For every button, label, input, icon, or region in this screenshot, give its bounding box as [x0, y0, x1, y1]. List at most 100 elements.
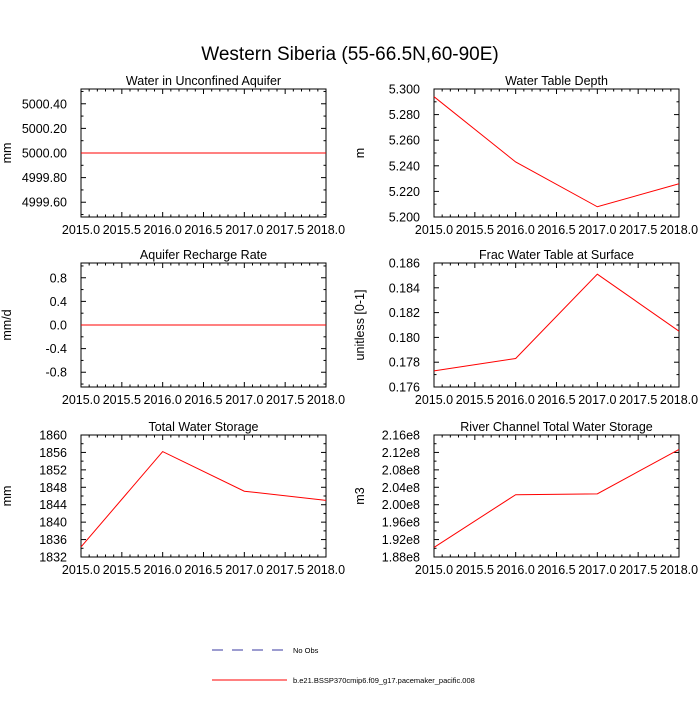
x-tick-label: 2018.0 — [660, 223, 698, 237]
y-axis-label: m3 — [353, 487, 367, 504]
x-tick-label: 2017.5 — [266, 223, 304, 237]
y-tick-label: 1836 — [39, 533, 67, 547]
y-tick-label: 4999.80 — [22, 171, 67, 185]
x-tick-label: 2016.0 — [497, 563, 535, 577]
x-tick-label: 2017.0 — [578, 393, 616, 407]
y-tick-label: 5.260 — [389, 134, 420, 148]
x-tick-label: 2015.0 — [62, 393, 100, 407]
y-tick-label: 5.200 — [389, 211, 420, 225]
x-tick-label: 2015.0 — [62, 223, 100, 237]
y-tick-label: 0.180 — [389, 331, 420, 345]
y-tick-label: 1.88e8 — [382, 551, 420, 565]
y-tick-label: 0.186 — [389, 257, 420, 271]
x-tick-label: 2015.0 — [415, 393, 453, 407]
y-tick-label: 5000.00 — [22, 147, 67, 161]
x-tick-label: 2015.0 — [415, 563, 453, 577]
y-axis-label: mm — [0, 143, 14, 164]
x-tick-label: 2018.0 — [307, 223, 345, 237]
x-tick-label: 2015.5 — [456, 563, 494, 577]
y-tick-label: 5.240 — [389, 159, 420, 173]
y-tick-label: 1840 — [39, 516, 67, 530]
y-tick-label: 2.08e8 — [382, 463, 420, 477]
x-tick-label: 2018.0 — [307, 563, 345, 577]
x-tick-label: 2016.0 — [497, 223, 535, 237]
y-tick-label: -0.4 — [45, 342, 67, 356]
y-tick-label: 0.184 — [389, 281, 420, 295]
x-tick-label: 2017.0 — [225, 393, 263, 407]
series-line — [80, 450, 327, 548]
y-tick-label: 0.4 — [50, 295, 67, 309]
panel-title: Water in Unconfined Aquifer — [126, 74, 281, 88]
x-tick-label: 2017.5 — [619, 563, 657, 577]
x-tick-label: 2017.5 — [619, 223, 657, 237]
y-tick-label: 2.04e8 — [382, 481, 420, 495]
y-tick-label: 5.220 — [389, 185, 420, 199]
panel-2: Water Table Depth 2015.0 2015.5 2016.0 2016.… — [353, 74, 698, 237]
y-tick-label: 1852 — [39, 463, 67, 477]
y-axis-label: m — [353, 148, 367, 158]
panel-title: River Channel Total Water Storage — [460, 420, 653, 434]
y-tick-label: 5000.40 — [22, 97, 67, 111]
x-tick-label: 2018.0 — [660, 563, 698, 577]
series-line — [433, 273, 680, 372]
y-tick-label: 5.300 — [389, 83, 420, 97]
y-tick-label: 1.92e8 — [382, 533, 420, 547]
y-axis-label: mm — [0, 486, 14, 507]
x-tick-label: 2016.0 — [144, 393, 182, 407]
x-tick-label: 2016.0 — [144, 223, 182, 237]
y-tick-label: 1.96e8 — [382, 516, 420, 530]
y-tick-label: -0.8 — [45, 366, 67, 380]
plot-frame — [433, 262, 680, 388]
x-tick-label: 2016.5 — [184, 563, 222, 577]
y-tick-label: 1848 — [39, 481, 67, 495]
x-tick-label: 2015.5 — [456, 393, 494, 407]
x-tick-label: 2015.5 — [103, 223, 141, 237]
y-tick-label: 1832 — [39, 551, 67, 565]
x-tick-label: 2016.5 — [537, 223, 575, 237]
y-axis-label: unitless [0-1] — [353, 290, 367, 361]
y-tick-label: 0.182 — [389, 306, 420, 320]
series-line — [433, 96, 680, 208]
x-tick-label: 2015.5 — [103, 563, 141, 577]
y-tick-label: 0.176 — [389, 381, 420, 395]
x-tick-label: 2016.0 — [144, 563, 182, 577]
y-tick-label: 5.280 — [389, 108, 420, 122]
x-tick-label: 2018.0 — [307, 393, 345, 407]
legend-label-model-run: b.e21.BSSP370cmip6.f09_g17.pacemaker_pac… — [293, 676, 475, 685]
x-tick-label: 2016.5 — [537, 393, 575, 407]
x-tick-label: 2017.0 — [225, 223, 263, 237]
x-tick-label: 2015.0 — [415, 223, 453, 237]
x-tick-label: 2016.5 — [184, 393, 222, 407]
y-axis-label: mm/d — [0, 309, 14, 340]
y-tick-label: 4999.60 — [22, 196, 67, 210]
series-line — [433, 448, 680, 548]
y-tick-label: 1856 — [39, 446, 67, 460]
x-tick-label: 2017.5 — [619, 393, 657, 407]
legend-label-no-obs: No Obs — [293, 646, 319, 655]
x-tick-label: 2015.0 — [62, 563, 100, 577]
y-tick-label: 2.16e8 — [382, 429, 420, 443]
panel-title: Aquifer Recharge Rate — [140, 248, 267, 262]
y-tick-label: 2.12e8 — [382, 446, 420, 460]
x-tick-label: 2016.0 — [497, 393, 535, 407]
x-tick-label: 2017.0 — [578, 563, 616, 577]
panel-title: Water Table Depth — [505, 74, 608, 88]
panel-title: Total Water Storage — [148, 420, 258, 434]
y-tick-label: 1844 — [39, 498, 67, 512]
x-tick-label: 2016.5 — [184, 223, 222, 237]
y-tick-label: 0.0 — [50, 319, 67, 333]
y-tick-label: 0.8 — [50, 271, 67, 285]
panel-title: Frac Water Table at Surface — [479, 248, 634, 262]
y-tick-label: 5000.20 — [22, 122, 67, 136]
x-tick-label: 2017.5 — [266, 393, 304, 407]
x-tick-label: 2017.0 — [578, 223, 616, 237]
plot-frame — [433, 88, 680, 218]
x-tick-label: 2017.5 — [266, 563, 304, 577]
